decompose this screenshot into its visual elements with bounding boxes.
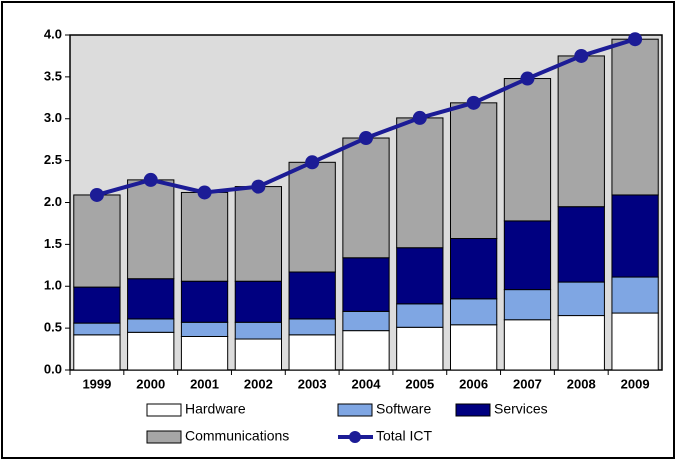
line-marker (412, 110, 427, 125)
bar-segment (127, 179, 175, 280)
x-tick-label: 2003 (298, 376, 327, 391)
x-tick-label: 2002 (244, 376, 273, 391)
bar-segment (342, 137, 390, 259)
y-tick-label: 0.5 (44, 320, 62, 335)
bar-segment (503, 289, 552, 321)
bar-segment (449, 102, 498, 240)
bar-segment (288, 161, 336, 273)
bar-segment (503, 78, 552, 222)
legend-marker (349, 431, 361, 443)
bar-segment (449, 324, 498, 371)
bar-segment (342, 330, 390, 371)
line-marker (520, 71, 535, 86)
line-marker (574, 48, 589, 63)
bar-segment (73, 286, 121, 324)
x-tick-label: 2005 (405, 376, 434, 391)
x-tick-label: 2004 (352, 376, 382, 391)
legend-label: Total ICT (376, 428, 432, 444)
y-tick-label: 2.5 (44, 152, 62, 167)
legend-swatch (146, 403, 182, 417)
bar-segment (396, 117, 444, 249)
line-marker (251, 179, 266, 194)
bar-segment (127, 278, 175, 320)
bar-segment (557, 315, 605, 371)
x-tick-label: 2009 (621, 376, 650, 391)
bar-segment (342, 257, 390, 312)
bar-segment (396, 326, 444, 371)
bar-segment (557, 55, 605, 208)
bar-segment (234, 338, 283, 371)
bar-segment (503, 319, 552, 371)
bar-segment (288, 334, 336, 371)
line-marker (305, 155, 320, 170)
bar-segment (342, 310, 390, 332)
x-tick-label: 1999 (82, 376, 111, 391)
bar-segment (449, 298, 498, 326)
bar-segment (234, 280, 283, 323)
bar-segment (234, 186, 283, 282)
line-marker (628, 32, 643, 47)
bar-segment (557, 206, 605, 283)
y-tick-label: 1.0 (44, 278, 62, 293)
bar-segment (127, 331, 175, 371)
y-tick-label: 4.0 (44, 26, 62, 41)
y-tick-label: 3.5 (44, 68, 62, 83)
bar-segment (234, 321, 283, 340)
y-tick-label: 2.0 (44, 194, 62, 209)
bar-segment (611, 312, 659, 371)
bar-segment (503, 220, 552, 291)
line-marker (359, 131, 373, 146)
x-tick-label: 2006 (459, 376, 488, 391)
legend-swatch (146, 430, 182, 444)
legend-swatch (337, 403, 373, 417)
bar-segment (73, 334, 121, 371)
x-tick-label: 2000 (136, 376, 165, 391)
bar-segment (288, 318, 336, 336)
x-tick-label: 2001 (190, 376, 219, 391)
bar-segment (180, 280, 229, 323)
bar-segment (396, 247, 444, 305)
line-marker (197, 185, 212, 200)
line-marker (89, 187, 104, 202)
bar-segment (449, 238, 498, 300)
bar-segment (611, 38, 659, 196)
line-marker (466, 95, 481, 110)
legend-label: Communications (185, 428, 289, 444)
y-tick-label: 0.0 (44, 361, 62, 376)
y-tick-label: 1.5 (44, 236, 62, 251)
y-tick-label: 3.0 (44, 110, 62, 125)
bar-segment (557, 281, 605, 317)
bar-segment (127, 318, 175, 333)
bar-segment (611, 194, 659, 278)
x-tick-label: 2007 (513, 376, 542, 391)
legend-label: Services (494, 401, 548, 417)
bar-segment (73, 194, 121, 288)
bar-segment (288, 271, 336, 320)
bar-segment (180, 191, 229, 282)
bar-segment (73, 322, 121, 336)
legend-label: Software (376, 401, 431, 417)
bar-segment (180, 321, 229, 338)
x-tick-label: 2008 (567, 376, 596, 391)
legend-swatch (455, 403, 491, 417)
line-marker (143, 172, 158, 187)
legend-label: Hardware (185, 401, 246, 417)
bar-segment (396, 303, 444, 328)
bar-segment (611, 276, 659, 314)
bar-segment (180, 336, 229, 371)
